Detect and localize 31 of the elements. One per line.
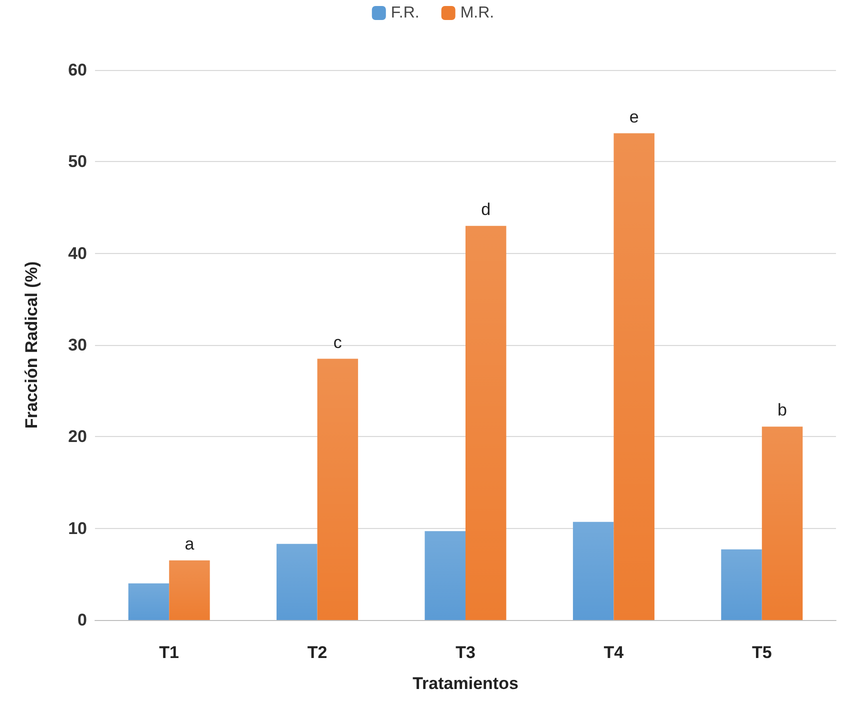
annotation: b — [778, 400, 788, 420]
y-tick-label: 10 — [68, 518, 87, 538]
y-axis-title: Fracción Radical (%) — [22, 261, 41, 429]
y-tick-label: 60 — [68, 60, 87, 80]
y-tick-label: 40 — [68, 244, 87, 263]
bar — [721, 549, 762, 620]
bar — [317, 358, 358, 620]
bar — [276, 544, 318, 620]
bar — [572, 522, 614, 620]
bar — [128, 583, 170, 620]
annotation: a — [184, 534, 195, 554]
bar — [614, 133, 654, 620]
bar — [466, 226, 506, 620]
y-tick-label: 30 — [68, 336, 87, 354]
legend-label: F.R. — [390, 4, 420, 22]
y-tick-label: 50 — [68, 152, 87, 172]
bar — [424, 531, 466, 620]
x-tick-label: T3 — [456, 643, 476, 662]
x-tick-label: T4 — [604, 643, 624, 662]
annotation: e — [629, 107, 639, 126]
y-tick-label: 0 — [78, 610, 87, 630]
annotation: c — [333, 332, 342, 352]
y-tick-label: 20 — [68, 427, 87, 446]
x-tick-label: T1 — [159, 643, 180, 662]
annotation: d — [481, 200, 491, 219]
x-tick-label: T5 — [752, 643, 772, 662]
bar — [169, 560, 210, 620]
legend-label: M.R. — [460, 4, 494, 22]
bar — [762, 426, 803, 620]
x-tick-label: T2 — [307, 643, 328, 662]
x-axis-title: Tratamientos — [412, 674, 518, 693]
